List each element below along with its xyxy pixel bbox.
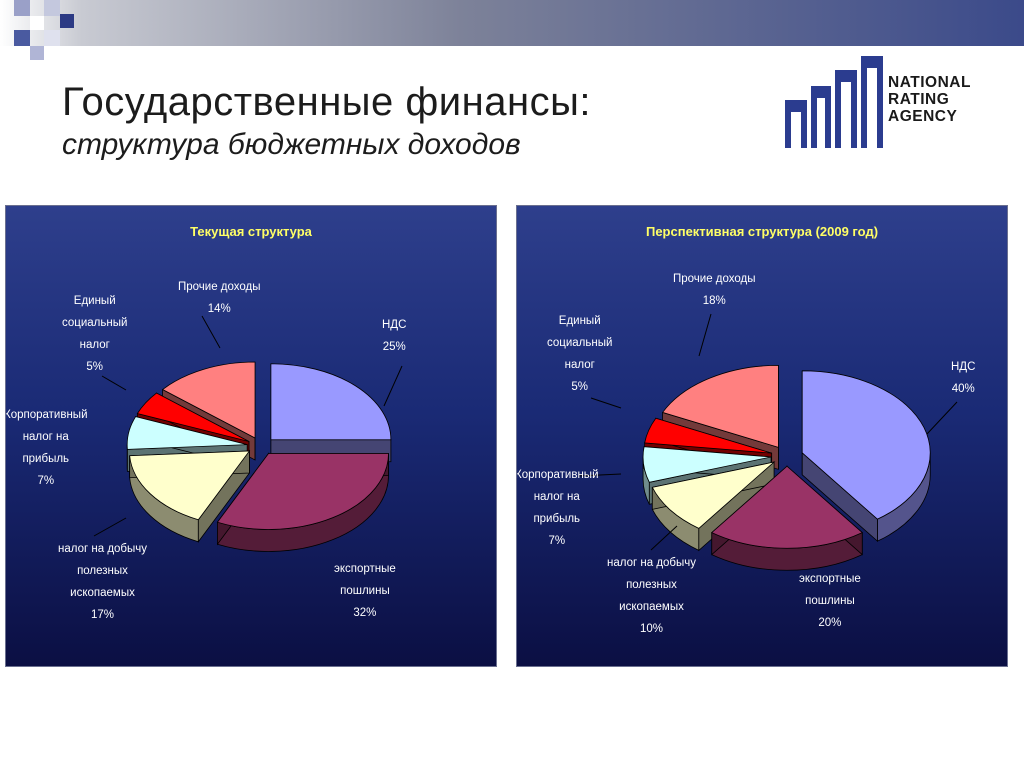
logo-bar-notch-4 bbox=[867, 68, 877, 148]
slice-label-4: Единый социальный налог 5% bbox=[547, 310, 612, 398]
pie-slice-2 bbox=[651, 461, 776, 529]
pie-slice-3 bbox=[642, 446, 772, 483]
pie-chart-forecast bbox=[578, 313, 958, 571]
chart-title-current: Текущая структура bbox=[190, 224, 312, 239]
slice-value-3: 7% bbox=[37, 475, 55, 487]
slice-value-4: 5% bbox=[571, 381, 589, 393]
slice-name-3-0: Корпоративный bbox=[5, 409, 88, 421]
pie-chart-current bbox=[93, 315, 403, 552]
slice-label-2: налог на добычу полезных ископаемых 17% bbox=[58, 538, 147, 626]
slice-name-4-1: социальный bbox=[547, 337, 613, 349]
leader-line-4 bbox=[590, 397, 622, 409]
pie-slice-1 bbox=[711, 465, 863, 549]
slice-label-1: экспортные пошлины 32% bbox=[334, 558, 396, 624]
slice-name-4-2: налог bbox=[564, 359, 595, 371]
logo-line-3: AGENCY bbox=[888, 108, 958, 125]
pie-slice-4 bbox=[644, 417, 772, 454]
pie-slice-5 bbox=[161, 361, 256, 439]
leader-line-5 bbox=[201, 315, 221, 349]
slice-label-5: Прочие доходы 14% bbox=[178, 276, 261, 320]
slice-value-2: 17% bbox=[90, 609, 115, 621]
slice-name-4-0: Единый bbox=[558, 315, 601, 327]
logo-text: NATIONAL RATING AGENCY bbox=[888, 74, 971, 125]
logo-bar-notch-3 bbox=[841, 82, 851, 148]
slice-name-2-0: налог на добычу bbox=[607, 557, 697, 569]
pie-slice-2 bbox=[129, 450, 251, 521]
slice-label-2: налог на добычу полезных ископаемых 10% bbox=[607, 552, 696, 640]
slice-label-0: НДС 40% bbox=[951, 356, 975, 400]
leader-line-5 bbox=[698, 313, 712, 357]
slice-name-2-2: ископаемых bbox=[619, 601, 684, 613]
slice-name-1-1: пошлины bbox=[340, 585, 390, 597]
pie-slice-3 bbox=[126, 416, 248, 450]
slice-name-2-0: налог на добычу bbox=[58, 543, 148, 555]
slice-label-0: НДС 25% bbox=[382, 314, 406, 358]
pie-slice-0 bbox=[270, 363, 392, 441]
slice-name-3-1: налог на bbox=[533, 491, 580, 503]
slice-name-2-1: полезных bbox=[626, 579, 677, 591]
slice-value-1: 32% bbox=[353, 607, 377, 619]
pie-slice-0 bbox=[801, 370, 931, 520]
chart-panel-current: Текущая структура НДС 25% экспортные пошлин… bbox=[5, 205, 497, 667]
leader-line-2 bbox=[93, 517, 127, 537]
slice-name-2-1: полезных bbox=[77, 565, 128, 577]
logo-bar-notch-1 bbox=[791, 112, 801, 148]
slice-label-1: экспортные пошлины 20% bbox=[799, 568, 861, 634]
slice-value-0: 40% bbox=[951, 383, 975, 395]
slice-label-3: Корпоративный налог на прибыль 7% bbox=[516, 464, 599, 552]
slice-name-1-0: экспортные bbox=[799, 573, 861, 585]
nra-logo bbox=[785, 56, 883, 148]
pie-slice-5 bbox=[661, 364, 779, 448]
slice-name-3-0: Корпоративный bbox=[516, 469, 599, 481]
chart-title-forecast: Перспективная структура (2009 год) bbox=[645, 224, 879, 239]
slide-title: Государственные финансы: bbox=[62, 80, 591, 124]
slice-name-1-1: пошлины bbox=[805, 595, 855, 607]
pie-slices bbox=[126, 361, 392, 552]
leader-line-3 bbox=[578, 473, 622, 477]
slice-name-3-2: прибыль bbox=[22, 453, 70, 465]
logo-bars-icon bbox=[785, 56, 883, 148]
slice-name-0-0: НДС bbox=[382, 319, 407, 331]
leader-line-4 bbox=[101, 375, 127, 391]
logo-line-2: RATING bbox=[888, 91, 950, 108]
slice-name-3-2: прибыль bbox=[533, 513, 581, 525]
slice-name-5-0: Прочие доходы bbox=[673, 273, 756, 285]
slice-name-4-2: налог bbox=[79, 339, 110, 351]
slice-value-5: 14% bbox=[207, 303, 231, 315]
slice-value-1: 20% bbox=[818, 617, 842, 629]
slice-name-2-2: ископаемых bbox=[70, 587, 135, 599]
slice-value-0: 25% bbox=[382, 341, 406, 353]
logo-bar-notch-2 bbox=[817, 98, 825, 148]
logo-line-1: NATIONAL bbox=[888, 74, 971, 91]
slide-subtitle: структура бюджетных доходов bbox=[62, 128, 521, 161]
pie-slices bbox=[642, 364, 931, 571]
slice-name-4-0: Единый bbox=[73, 295, 116, 307]
slice-name-0-0: НДС bbox=[951, 361, 976, 373]
pie-slice-1 bbox=[216, 453, 389, 530]
chart-panel-forecast: Перспективная структура (2009 год) НДС 40… bbox=[516, 205, 1008, 667]
decorative-squares bbox=[0, 0, 110, 70]
leader-line-0 bbox=[383, 365, 403, 407]
slice-value-3: 7% bbox=[548, 535, 566, 547]
slice-value-5: 18% bbox=[702, 295, 726, 307]
leader-line-2 bbox=[650, 525, 678, 551]
pie-slice-4 bbox=[136, 392, 250, 442]
slice-name-4-1: социальный bbox=[62, 317, 128, 329]
slice-name-1-0: экспортные bbox=[334, 563, 396, 575]
slice-value-2: 10% bbox=[639, 623, 664, 635]
slice-label-3: Корпоративный налог на прибыль 7% bbox=[5, 404, 88, 492]
slice-label-4: Единый социальный налог 5% bbox=[62, 290, 127, 378]
slice-name-3-1: налог на bbox=[22, 431, 69, 443]
header-gradient-bar bbox=[0, 0, 1024, 46]
slice-name-5-0: Прочие доходы bbox=[178, 281, 261, 293]
leader-line-0 bbox=[926, 401, 958, 435]
slice-value-4: 5% bbox=[86, 361, 104, 373]
slice-label-5: Прочие доходы 18% bbox=[673, 268, 756, 312]
